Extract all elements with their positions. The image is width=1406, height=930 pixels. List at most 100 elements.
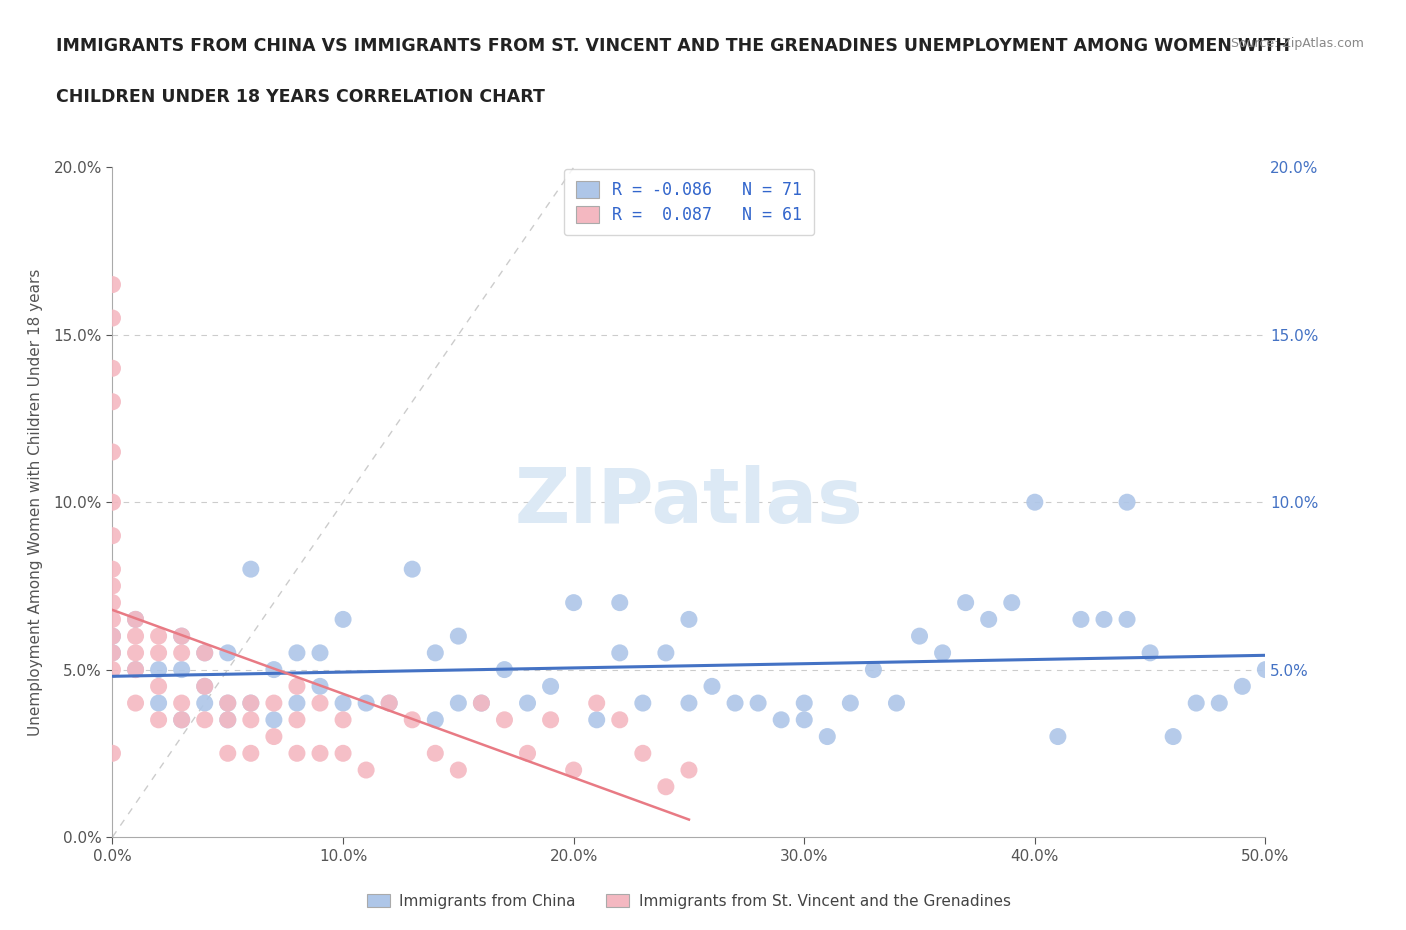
Point <box>124 662 146 677</box>
Point <box>631 696 654 711</box>
Point <box>1070 612 1092 627</box>
Point <box>815 729 838 744</box>
Point <box>1001 595 1024 610</box>
Point <box>101 277 124 292</box>
Point <box>585 712 607 727</box>
Point <box>101 746 124 761</box>
Point <box>839 696 862 711</box>
Point <box>354 696 377 711</box>
Point <box>101 495 124 510</box>
Point <box>655 779 678 794</box>
Point <box>101 629 124 644</box>
Point <box>101 394 124 409</box>
Point <box>170 696 193 711</box>
Point <box>401 562 423 577</box>
Point <box>886 696 908 711</box>
Text: IMMIGRANTS FROM CHINA VS IMMIGRANTS FROM ST. VINCENT AND THE GRENADINES UNEMPLOY: IMMIGRANTS FROM CHINA VS IMMIGRANTS FROM… <box>56 37 1291 55</box>
Point <box>332 696 354 711</box>
Point <box>309 679 332 694</box>
Point <box>516 746 538 761</box>
Point <box>470 696 492 711</box>
Point <box>285 645 308 660</box>
Point <box>217 696 239 711</box>
Point <box>217 712 239 727</box>
Point <box>494 712 516 727</box>
Point <box>562 763 585 777</box>
Point <box>447 763 470 777</box>
Point <box>170 662 193 677</box>
Point <box>101 311 124 325</box>
Point <box>101 645 124 660</box>
Point <box>354 763 377 777</box>
Point <box>309 746 332 761</box>
Point <box>101 662 124 677</box>
Point <box>239 712 262 727</box>
Point <box>124 612 146 627</box>
Point <box>1185 696 1208 711</box>
Point <box>124 696 146 711</box>
Point <box>425 645 447 660</box>
Point <box>770 712 793 727</box>
Point <box>239 746 262 761</box>
Point <box>285 712 308 727</box>
Point <box>1116 495 1139 510</box>
Point <box>931 645 953 660</box>
Point <box>1254 662 1277 677</box>
Point <box>977 612 1000 627</box>
Point <box>263 729 285 744</box>
Point <box>678 696 700 711</box>
Legend: Immigrants from China, Immigrants from St. Vincent and the Grenadines: Immigrants from China, Immigrants from S… <box>360 886 1018 916</box>
Point <box>309 696 332 711</box>
Point <box>148 645 170 660</box>
Point <box>678 612 700 627</box>
Point <box>494 662 516 677</box>
Point <box>793 696 815 711</box>
Point <box>124 612 146 627</box>
Point <box>1046 729 1069 744</box>
Point <box>263 696 285 711</box>
Point <box>101 361 124 376</box>
Point <box>516 696 538 711</box>
Point <box>239 696 262 711</box>
Point <box>170 629 193 644</box>
Point <box>747 696 769 711</box>
Point <box>378 696 401 711</box>
Point <box>101 562 124 577</box>
Point <box>401 712 423 727</box>
Point <box>194 696 217 711</box>
Text: Source: ZipAtlas.com: Source: ZipAtlas.com <box>1230 37 1364 50</box>
Point <box>101 445 124 459</box>
Point <box>332 746 354 761</box>
Point <box>124 645 146 660</box>
Point <box>170 712 193 727</box>
Point <box>309 645 332 660</box>
Point <box>540 712 562 727</box>
Point <box>908 629 931 644</box>
Point <box>285 679 308 694</box>
Point <box>447 696 470 711</box>
Point <box>609 645 631 660</box>
Point <box>655 645 678 660</box>
Point <box>332 612 354 627</box>
Point <box>678 763 700 777</box>
Point <box>194 679 217 694</box>
Point <box>194 645 217 660</box>
Point <box>1232 679 1254 694</box>
Point <box>124 629 146 644</box>
Point <box>101 595 124 610</box>
Point <box>700 679 723 694</box>
Point <box>148 679 170 694</box>
Point <box>1139 645 1161 660</box>
Point <box>609 712 631 727</box>
Y-axis label: Unemployment Among Women with Children Under 18 years: Unemployment Among Women with Children U… <box>28 269 42 736</box>
Point <box>148 629 170 644</box>
Point <box>631 746 654 761</box>
Point <box>1116 612 1139 627</box>
Point <box>425 746 447 761</box>
Point <box>239 696 262 711</box>
Point <box>585 696 607 711</box>
Point <box>285 746 308 761</box>
Point <box>1092 612 1115 627</box>
Point <box>124 662 146 677</box>
Point <box>170 712 193 727</box>
